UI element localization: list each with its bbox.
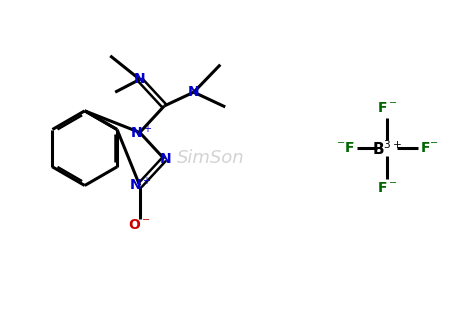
Text: N: N	[188, 85, 200, 99]
Text: $^{-}$F: $^{-}$F	[336, 141, 355, 155]
Text: N: N	[159, 152, 171, 166]
Text: O$^-$: O$^-$	[128, 218, 151, 232]
Text: F$^-$: F$^-$	[377, 101, 398, 115]
Text: N$^+$: N$^+$	[129, 176, 152, 193]
Text: N$^+$: N$^+$	[130, 124, 153, 141]
Text: B$^{3+}$: B$^{3+}$	[372, 139, 402, 157]
Text: F$^-$: F$^-$	[377, 181, 398, 196]
Text: N: N	[134, 72, 146, 86]
Text: F$^{-}$: F$^{-}$	[420, 141, 439, 155]
Text: SimSon: SimSon	[177, 149, 244, 167]
